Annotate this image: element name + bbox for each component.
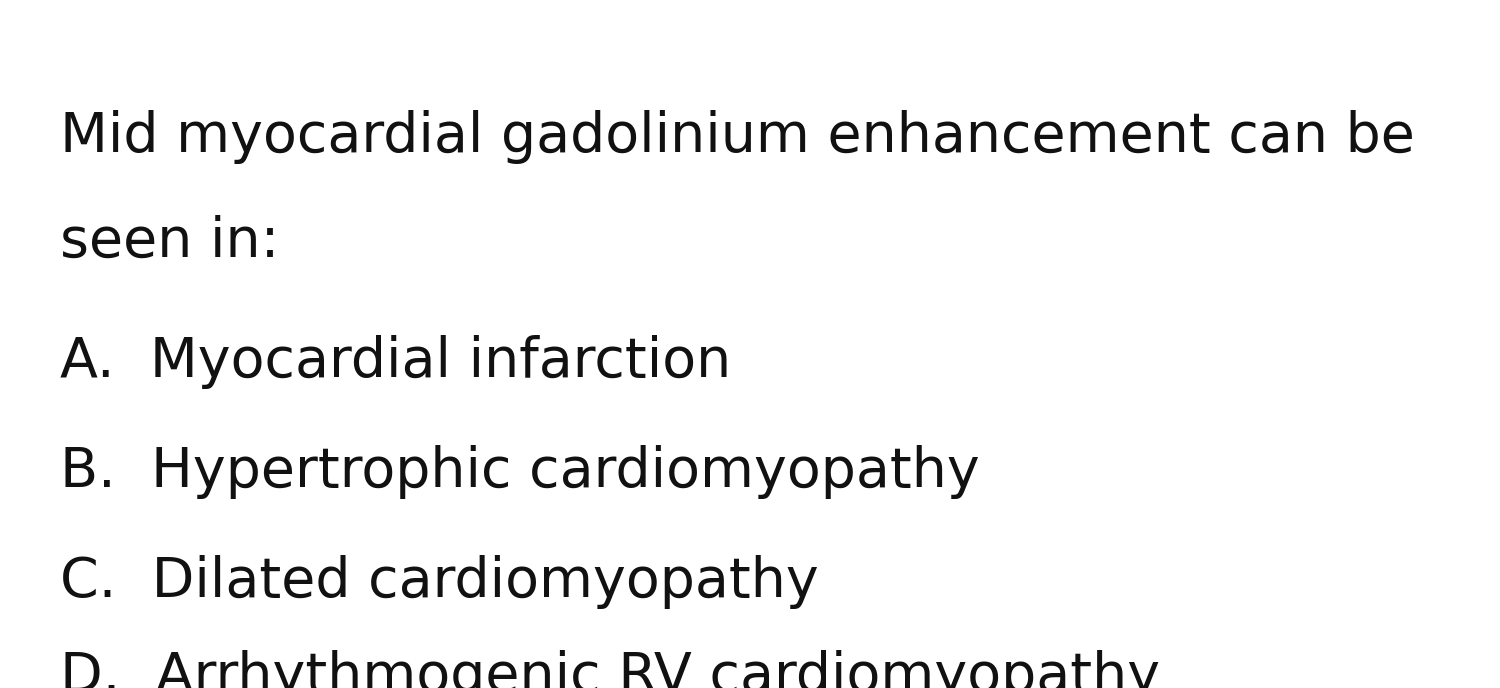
Text: Mid myocardial gadolinium enhancement can be: Mid myocardial gadolinium enhancement ca… (60, 110, 1414, 164)
Text: A.  Myocardial infarction: A. Myocardial infarction (60, 335, 732, 389)
Text: seen in:: seen in: (60, 215, 279, 269)
Text: B.  Hypertrophic cardiomyopathy: B. Hypertrophic cardiomyopathy (60, 445, 980, 499)
Text: C.  Dilated cardiomyopathy: C. Dilated cardiomyopathy (60, 555, 819, 609)
Text: D.  Arrhythmogenic RV cardiomyopathy: D. Arrhythmogenic RV cardiomyopathy (60, 650, 1160, 688)
